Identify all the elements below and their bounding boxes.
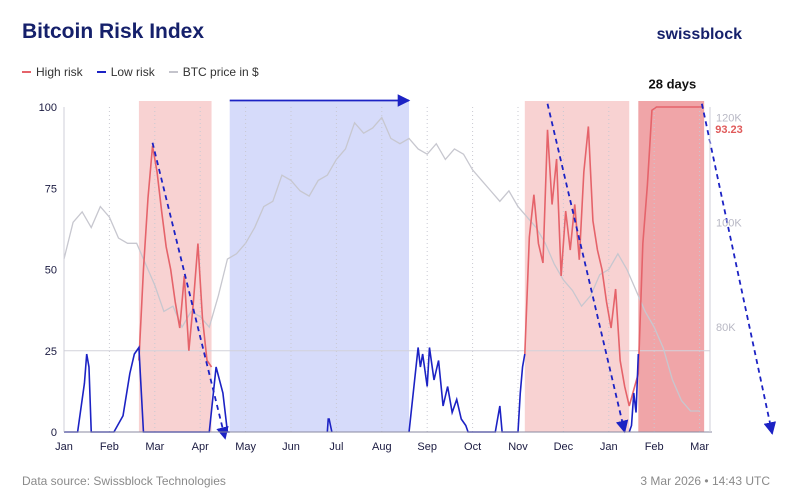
timestamp: 3 Mar 2026 • 14:43 UTC	[640, 474, 770, 488]
x-tick-label-3: Apr	[192, 441, 209, 453]
region-low-1	[229, 101, 410, 432]
trend-arrow-3	[700, 103, 777, 435]
y-tick-label-0: 0	[51, 427, 57, 439]
region-high-2	[524, 101, 630, 432]
legend-item-high-risk[interactable]: High risk	[22, 65, 83, 79]
x-tick-label-5: Jun	[282, 441, 300, 453]
brand-logo: swissblock	[656, 26, 742, 43]
high-risk-line-1	[524, 106, 702, 407]
y-right-tick-label-1: 100K	[716, 217, 742, 229]
legend-label-high-risk: High risk	[36, 65, 83, 79]
x-tick-label-13: Feb	[645, 441, 664, 453]
y-tick-label-1: 25	[45, 346, 57, 358]
x-tick-label-11: Dec	[554, 441, 574, 453]
x-tick-label-12: Jan	[600, 441, 618, 453]
x-tick-label-14: Mar	[690, 441, 709, 453]
legend-swatch-btc-price	[168, 71, 178, 73]
annotation-value: 93.23	[715, 124, 743, 136]
x-tick-label-7: Aug	[372, 441, 392, 453]
y-tick-label-3: 75	[45, 183, 57, 195]
region-high-0	[138, 101, 212, 432]
trend-arrow-2	[546, 103, 629, 434]
trend-arrow-0	[151, 142, 229, 440]
region-high-3	[638, 101, 705, 432]
low-risk-line-1	[326, 418, 333, 433]
annotations: 28 days 93.23	[649, 76, 743, 136]
trend-arrows	[151, 94, 777, 440]
data-source: Data source: Swissblock Technologies	[22, 474, 226, 488]
y-tick-label-2: 50	[45, 265, 57, 277]
low-risk-line-3	[628, 353, 640, 433]
legend-item-low-risk[interactable]: Low risk	[96, 65, 155, 79]
axes: 0 25 50 75 100 80K 100K 120K Jan Feb Mar Apr May Jun J…	[39, 102, 743, 453]
x-tick-label-6: Jul	[329, 441, 343, 453]
x-tick-label-8: Sep	[417, 441, 437, 453]
legend-label-btc-price: BTC price in $	[182, 65, 259, 79]
legend-item-btc-price[interactable]: BTC price in $	[168, 65, 259, 79]
legend-label-low-risk: Low risk	[110, 65, 155, 79]
legend: High risk Low risk BTC price in $	[22, 65, 259, 79]
low-risk-line-2	[408, 347, 526, 433]
x-tick-label-2: Mar	[145, 441, 164, 453]
grid	[63, 107, 710, 432]
y-right-tick-label-2: 120K	[716, 112, 742, 124]
annotation-28-days: 28 days	[649, 76, 697, 91]
btc-price-line	[63, 116, 700, 412]
high-risk-layer	[138, 106, 702, 407]
x-tick-label-4: May	[235, 441, 256, 453]
y-tick-label-4: 100	[39, 102, 57, 114]
low-risk-line-0	[64, 345, 230, 433]
x-tick-label-10: Nov	[508, 441, 528, 453]
y-right-tick-label-0: 80K	[716, 322, 736, 334]
x-tick-label-1: Feb	[100, 441, 119, 453]
x-tick-label-9: Oct	[464, 441, 481, 453]
page-title: Bitcoin Risk Index	[22, 20, 205, 43]
high-risk-line-0	[138, 145, 213, 368]
x-tick-label-0: Jan	[55, 441, 73, 453]
legend-swatch-low-risk	[96, 71, 106, 73]
legend-swatch-high-risk	[22, 71, 31, 73]
btc-price-layer	[63, 116, 700, 412]
